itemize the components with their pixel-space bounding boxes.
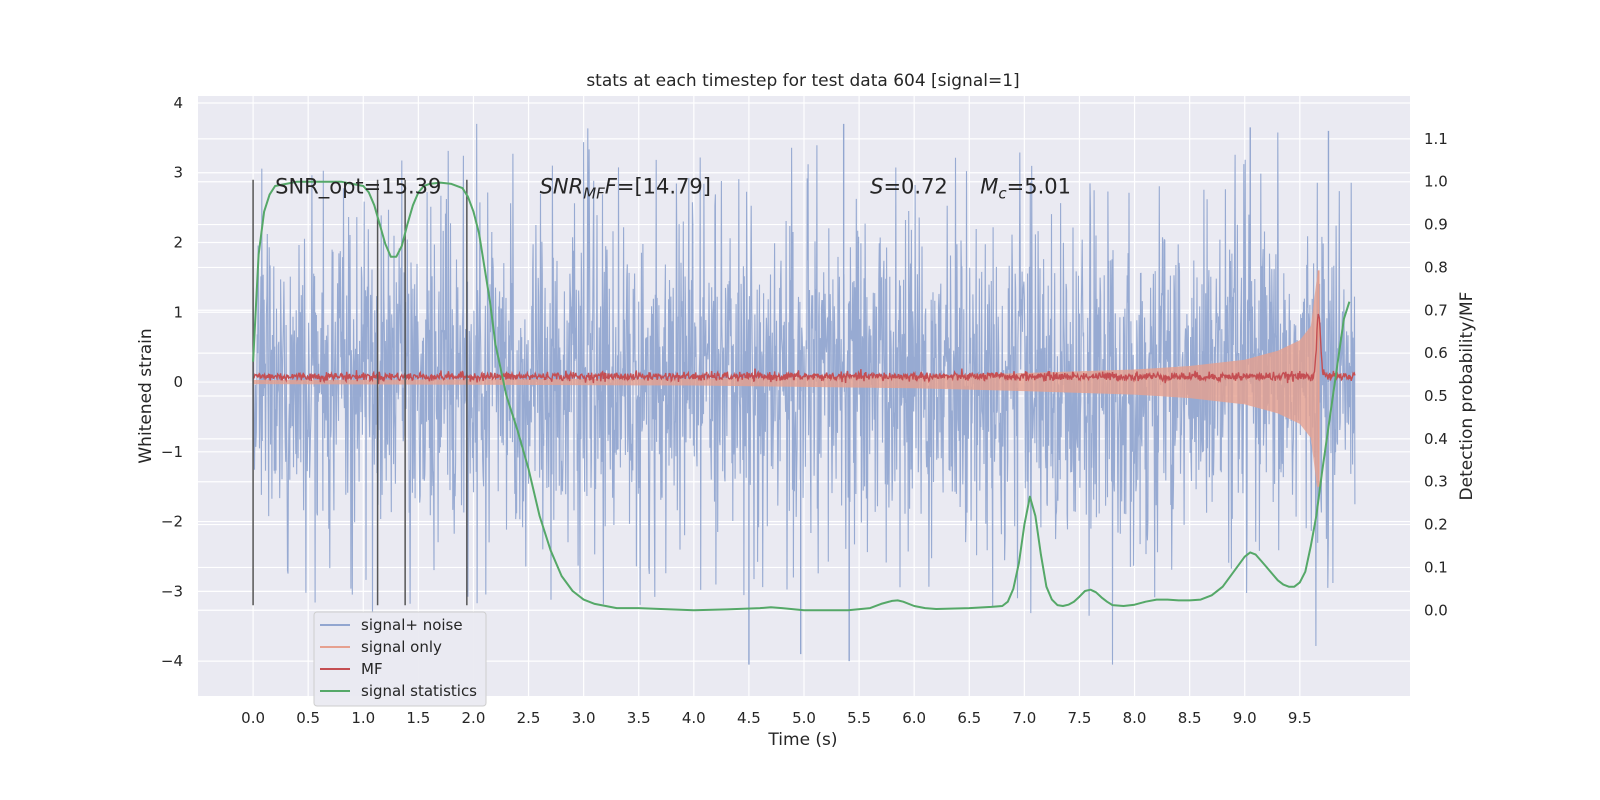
x-tick-label: 4.5	[737, 709, 761, 727]
signal-statistics-series	[252, 180, 1351, 612]
y-tick-label: −1	[161, 443, 183, 461]
x-tick-label: 2.0	[462, 709, 486, 727]
y-tick-label: 1	[173, 303, 183, 321]
y-tick-label: 0	[173, 373, 183, 391]
mc-subscript: c	[998, 185, 1007, 203]
mc-annotation: Mc=5.01	[980, 175, 1071, 203]
y2-tick-label: 0.1	[1424, 558, 1448, 576]
y2-tick-label: 1.1	[1424, 130, 1448, 148]
y2-tick-label: 0.3	[1424, 473, 1448, 491]
x-tick-label: 8.5	[1178, 709, 1202, 727]
x-tick-label: 7.0	[1012, 709, 1036, 727]
legend-label: MF	[361, 660, 383, 678]
y2-tick-label: 0.5	[1424, 387, 1448, 405]
x-axis-label: Time (s)	[767, 730, 837, 750]
mf-series	[252, 313, 1356, 384]
snr-mf-label: SNR	[540, 175, 584, 199]
y2-tick-label: 0.6	[1424, 344, 1448, 362]
x-axis-ticks: 0.0 0.5 1.0 1.5 2.0 2.5 3.0 3.5 4.0 4.5 5.0 5.5 6.0 6…	[241, 709, 1312, 727]
y-tick-label: −3	[161, 582, 183, 600]
signal-only-envelope	[253, 273, 1318, 491]
x-tick-label: 6.0	[902, 709, 926, 727]
y2-tick-label: 0.7	[1424, 301, 1448, 319]
x-tick-label: 1.5	[406, 709, 430, 727]
y2-axis-label: Detection probability/MF	[1457, 292, 1477, 501]
y-tick-label: 2	[173, 234, 183, 252]
y2-tick-label: 0.8	[1424, 258, 1448, 276]
vertical-markers	[252, 179, 468, 606]
s-annotation: S=0.72	[870, 175, 948, 199]
legend-label: signal statistics	[361, 682, 477, 700]
y-axis-label: Whitened strain	[136, 328, 156, 463]
legend-label: signal+ noise	[361, 616, 463, 634]
s-value: =0.72	[883, 175, 947, 199]
y2-tick-label: 0.2	[1424, 516, 1448, 534]
mc-label: M	[980, 175, 998, 199]
snr-mf-value: =[14.79]	[617, 175, 711, 199]
x-tick-label: 4.0	[682, 709, 706, 727]
signal-noise-series	[252, 123, 1356, 665]
y2-tick-label: 1.0	[1424, 173, 1448, 191]
snr-opt-annotation: SNR_opt=15.39	[275, 175, 441, 200]
y-tick-label: −2	[161, 513, 183, 531]
legend: signal+ noise signal only MF signal statist…	[313, 611, 487, 707]
signal-only-series	[253, 270, 1320, 491]
x-tick-label: 0.5	[296, 709, 320, 727]
x-tick-label: 5.0	[792, 709, 816, 727]
y-tick-label: −4	[161, 652, 183, 670]
x-tick-label: 3.5	[627, 709, 651, 727]
s-label: S	[870, 175, 883, 199]
mc-value: =5.01	[1007, 175, 1071, 199]
y-tick-label: 3	[173, 164, 183, 182]
snr-mf-subscript: MF	[583, 185, 605, 203]
y-tick-label: 4	[173, 94, 183, 112]
x-tick-label: 0.0	[241, 709, 265, 727]
snr-mf-f: F	[605, 175, 618, 199]
x-tick-label: 3.0	[572, 709, 596, 727]
legend-label: signal only	[361, 638, 442, 656]
y2-tick-label: 0.4	[1424, 430, 1448, 448]
x-tick-label: 5.5	[847, 709, 871, 727]
annotations: SNR_opt=15.39 SNRMFF=[14.79] S=0.72 Mc=5.01	[275, 175, 1071, 203]
y2-tick-label: 0.9	[1424, 216, 1448, 234]
y2-axis-ticks: 1.1 1.0 0.9 0.8 0.7 0.6 0.5 0.4 0.3 0.2 0.1 0.0	[1424, 130, 1448, 619]
legend-box	[313, 611, 487, 707]
x-tick-label: 2.5	[517, 709, 541, 727]
chart-title: stats at each timestep for test data 604…	[586, 71, 1019, 91]
snr-mf-annotation: SNRMFF=[14.79]	[540, 175, 711, 203]
x-tick-label: 9.5	[1288, 709, 1312, 727]
x-tick-label: 9.0	[1233, 709, 1257, 727]
signal-statistics-line	[252, 180, 1351, 612]
y2-tick-label: 0.0	[1424, 601, 1448, 619]
x-tick-label: 1.0	[351, 709, 375, 727]
mf-line	[252, 313, 1356, 384]
x-tick-label: 8.0	[1123, 709, 1147, 727]
x-tick-label: 6.5	[957, 709, 981, 727]
signal-noise-line	[252, 123, 1356, 665]
x-tick-label: 7.5	[1068, 709, 1092, 727]
y-axis-ticks: 4 3 2 1 0 −1 −2 −3 −4	[161, 94, 183, 670]
